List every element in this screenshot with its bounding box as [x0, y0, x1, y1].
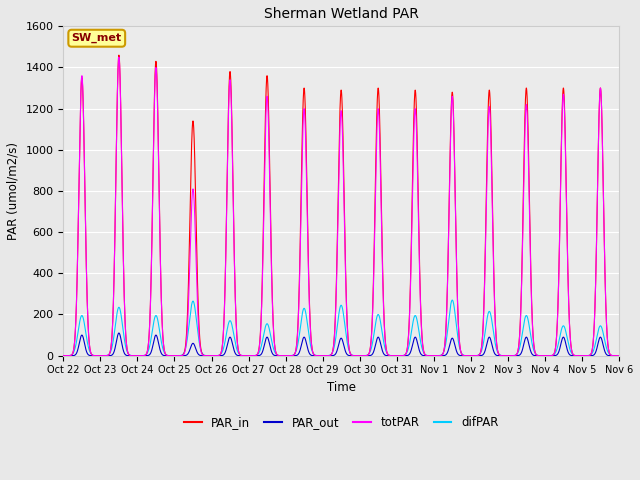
Title: Sherman Wetland PAR: Sherman Wetland PAR [264, 7, 419, 21]
PAR_out [323, 353, 330, 359]
PAR_in [592, 280, 600, 286]
PAR_out [248, 353, 256, 359]
difPAR [481, 329, 489, 335]
PAR_out [115, 330, 123, 336]
PAR_out [615, 353, 623, 359]
totPAR [60, 353, 67, 359]
PAR_in [481, 251, 489, 257]
Legend: PAR_in, PAR_out, totPAR, difPAR: PAR_in, PAR_out, totPAR, difPAR [179, 411, 503, 433]
totPAR [615, 353, 623, 359]
totPAR [481, 257, 489, 263]
totPAR [466, 353, 474, 359]
PAR_in [323, 353, 330, 359]
totPAR [248, 353, 256, 359]
difPAR [60, 353, 67, 359]
PAR_out [466, 353, 474, 359]
Line: totPAR: totPAR [63, 57, 619, 356]
Y-axis label: PAR (umol/m2/s): PAR (umol/m2/s) [7, 142, 20, 240]
X-axis label: Time: Time [326, 381, 356, 394]
difPAR [585, 353, 593, 359]
PAR_in [466, 353, 474, 359]
PAR_out [481, 348, 489, 353]
PAR_in [248, 353, 256, 359]
totPAR [592, 280, 600, 286]
difPAR [323, 353, 330, 359]
difPAR [615, 353, 623, 359]
PAR_in [60, 353, 67, 359]
PAR_out [592, 349, 600, 355]
PAR_in [585, 353, 593, 359]
PAR_out [60, 353, 67, 359]
Line: PAR_in: PAR_in [63, 55, 619, 356]
Line: PAR_out: PAR_out [63, 333, 619, 356]
difPAR [248, 353, 256, 359]
difPAR [466, 353, 474, 359]
Text: SW_met: SW_met [72, 33, 122, 43]
totPAR [585, 353, 593, 359]
totPAR [115, 54, 123, 60]
PAR_in [115, 52, 123, 58]
PAR_in [615, 353, 623, 359]
totPAR [323, 353, 330, 359]
Line: difPAR: difPAR [63, 300, 619, 356]
difPAR [449, 297, 456, 303]
difPAR [592, 340, 600, 346]
PAR_out [585, 353, 593, 359]
